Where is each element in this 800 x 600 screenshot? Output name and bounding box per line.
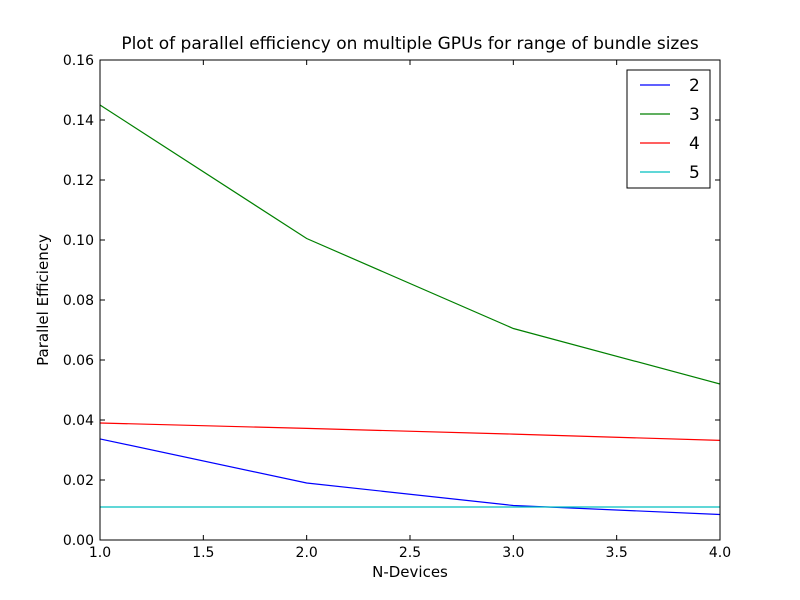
y-tick-label: 0.00 <box>63 533 94 549</box>
y-tick-label: 0.08 <box>63 293 94 309</box>
y-tick-label: 0.14 <box>63 113 94 129</box>
chart-title: Plot of parallel efficiency on multiple … <box>121 34 699 54</box>
plot-area-frame <box>99 59 721 541</box>
legend-label: 4 <box>689 134 700 154</box>
ticks-layer: 1.0 1.5 2.0 2.5 3.0 3.5 4.0 0.00 0.02 0.04 0.06 0.0… <box>63 53 731 561</box>
y-tick-label: 0.10 <box>63 233 94 249</box>
y-tick-label: 0.04 <box>63 413 94 429</box>
x-tick-label: 2.0 <box>296 545 318 561</box>
y-tick-label: 0.06 <box>63 353 94 369</box>
y-tick-label: 0.16 <box>63 53 94 69</box>
x-tick-label: 3.5 <box>606 545 628 561</box>
series-line-3 <box>99 104 721 385</box>
legend-label: 5 <box>689 163 700 183</box>
legend-label: 2 <box>689 76 700 96</box>
x-tick-label: 3.0 <box>502 545 524 561</box>
x-tick-label: 4.0 <box>709 545 731 561</box>
legend-label: 3 <box>689 105 700 125</box>
y-tick-label: 0.02 <box>63 473 94 489</box>
x-tick-label: 2.5 <box>399 545 421 561</box>
y-axis-label: Parallel Efficiency <box>34 234 52 366</box>
legend: 2 3 4 5 <box>626 69 711 189</box>
x-tick-label: 1.0 <box>89 545 111 561</box>
series-line-4 <box>99 422 721 441</box>
y-tick-label: 0.12 <box>63 173 94 189</box>
x-axis-label: N-Devices <box>372 563 448 581</box>
x-tick-label: 1.5 <box>192 545 214 561</box>
legend-frame <box>626 69 711 189</box>
series-line-2 <box>99 438 721 516</box>
series-layer <box>99 104 721 516</box>
